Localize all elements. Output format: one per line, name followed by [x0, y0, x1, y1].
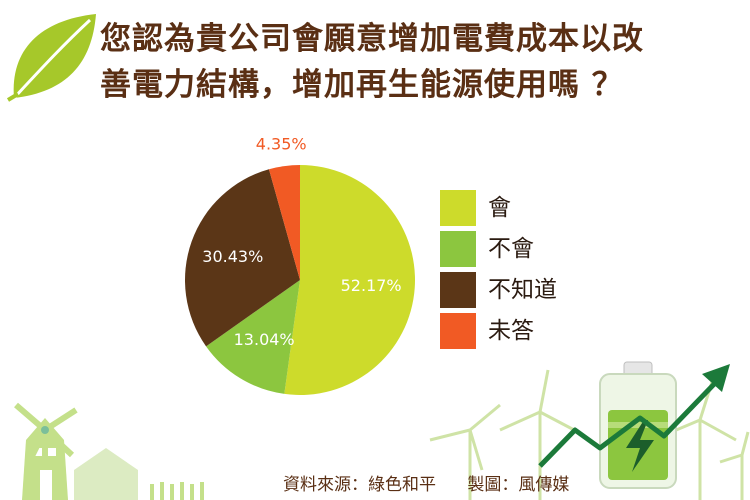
- page-title: 您認為貴公司會願意增加電費成本以改 善電力結構，增加再生能源使用嗎 ？: [100, 16, 740, 108]
- title-line-2: 善電力結構，增加再生能源使用嗎 ？: [100, 67, 624, 103]
- house-icon: [74, 448, 138, 500]
- legend-swatch-unknown: [440, 272, 476, 308]
- pie-label-yes: 52.17%: [341, 276, 402, 295]
- legend-swatch-no-answer: [440, 313, 476, 349]
- legend-label-yes: 會: [488, 195, 511, 221]
- chart-footer: 資料來源：綠色和平 製圖：風傳媒: [283, 474, 595, 496]
- legend-swatch-no: [440, 231, 476, 267]
- design-credit: 製圖：風傳媒: [467, 475, 570, 495]
- pie-label-no-answer: 4.35%: [256, 134, 307, 153]
- pie-label-unknown: 30.43%: [202, 247, 263, 266]
- wind-turbine-icon: [429, 369, 750, 500]
- leaf-icon: [6, 14, 96, 102]
- legend-label-no-answer: 未答: [488, 318, 534, 344]
- windmill-icon: [14, 402, 78, 500]
- pie-slice-no-answer: [268, 165, 300, 280]
- legend-label-no: 不會: [488, 236, 534, 262]
- pie-slice-no: [206, 280, 300, 394]
- fence-decor: [150, 482, 204, 500]
- pie-label-no: 13.04%: [234, 330, 295, 349]
- pie-slice-unknown: [185, 169, 300, 347]
- source-credit: 資料來源：綠色和平: [283, 475, 436, 495]
- title-line-1: 您認為貴公司會願意增加電費成本以改: [100, 21, 644, 57]
- growth-arrow-icon: [538, 364, 730, 468]
- pie-slice-yes: [284, 165, 415, 395]
- legend-swatch-yes: [440, 190, 476, 226]
- legend-label-unknown: 不知道: [488, 277, 557, 303]
